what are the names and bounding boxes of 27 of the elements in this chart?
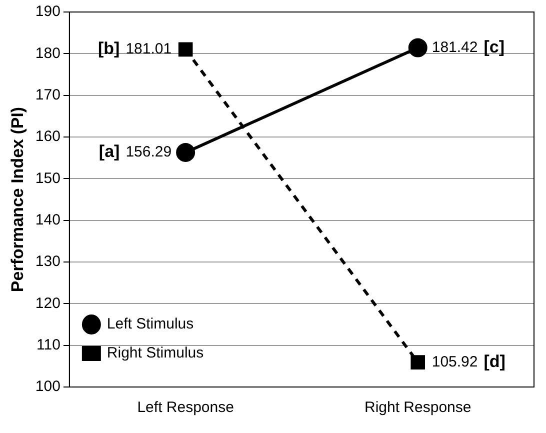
y-tick-label: 110: [36, 336, 60, 354]
annotation: [d]: [484, 352, 506, 372]
annotation: [b]: [98, 39, 120, 58]
point: [178, 42, 193, 57]
y-tick-label: 130: [35, 253, 60, 270]
annotation: [c]: [484, 37, 505, 56]
point: [410, 355, 426, 370]
point: [408, 38, 428, 58]
y-tick-label: 170: [35, 86, 60, 104]
y-tick-label: 180: [35, 44, 60, 62]
y-tick-label: 190: [35, 3, 60, 20]
y-tick-label: 160: [35, 128, 60, 146]
y-tick-label: 140: [35, 211, 60, 228]
y-tick-label: 150: [35, 170, 60, 187]
data-label: 156.29: [126, 144, 172, 161]
y-tick-label: 100: [35, 378, 60, 396]
data-label: 105.92: [432, 353, 478, 370]
legend-label: Left Stimulus: [106, 316, 194, 333]
data-label: 181.42: [432, 38, 478, 56]
y-tick-label: 120: [35, 294, 60, 312]
data-label: 181.01: [126, 40, 172, 58]
point: [176, 142, 196, 162]
x-tick-label: Right Response: [364, 399, 472, 416]
annotation: [a]: [98, 142, 120, 162]
y-axis-title: Performance Index (PI): [8, 106, 27, 292]
x-tick-label: Left Response: [137, 399, 234, 416]
legend-label: Right Stimulus: [106, 344, 204, 362]
